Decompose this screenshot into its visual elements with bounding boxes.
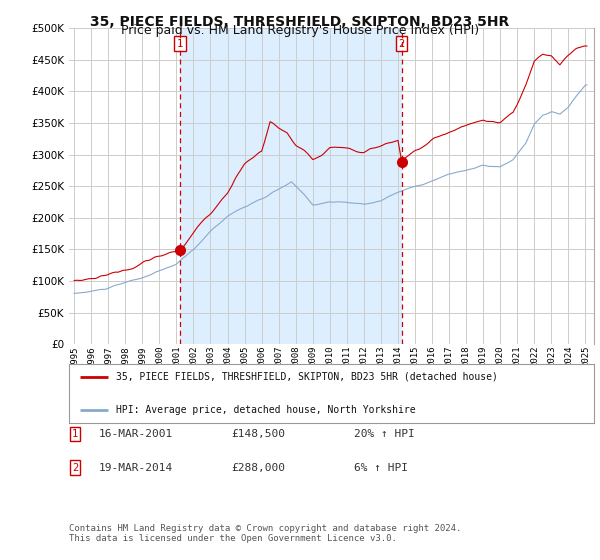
Text: 16-MAR-2001: 16-MAR-2001 xyxy=(99,429,173,439)
Text: 19-MAR-2014: 19-MAR-2014 xyxy=(99,463,173,473)
Bar xyxy=(180,28,401,344)
Text: £288,000: £288,000 xyxy=(231,463,285,473)
Text: 2: 2 xyxy=(72,463,78,473)
Text: 1: 1 xyxy=(72,429,78,439)
Text: 35, PIECE FIELDS, THRESHFIELD, SKIPTON, BD23 5HR (detached house): 35, PIECE FIELDS, THRESHFIELD, SKIPTON, … xyxy=(116,372,498,382)
Text: 6% ↑ HPI: 6% ↑ HPI xyxy=(354,463,408,473)
Text: 1: 1 xyxy=(177,39,183,49)
Text: 2: 2 xyxy=(398,39,404,49)
Text: 35, PIECE FIELDS, THRESHFIELD, SKIPTON, BD23 5HR: 35, PIECE FIELDS, THRESHFIELD, SKIPTON, … xyxy=(91,15,509,29)
Text: Contains HM Land Registry data © Crown copyright and database right 2024.
This d: Contains HM Land Registry data © Crown c… xyxy=(69,524,461,543)
Text: Price paid vs. HM Land Registry's House Price Index (HPI): Price paid vs. HM Land Registry's House … xyxy=(121,24,479,37)
Text: £148,500: £148,500 xyxy=(231,429,285,439)
Text: 20% ↑ HPI: 20% ↑ HPI xyxy=(354,429,415,439)
Text: HPI: Average price, detached house, North Yorkshire: HPI: Average price, detached house, Nort… xyxy=(116,405,416,415)
